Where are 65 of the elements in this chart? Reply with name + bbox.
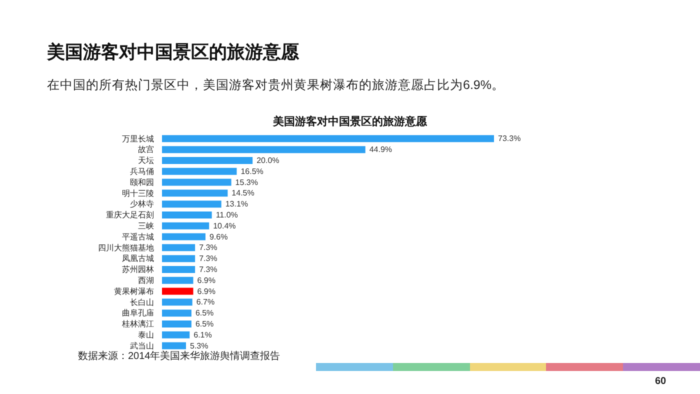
data-label: 6.9% — [197, 276, 216, 285]
y-tick-label: 黄果树瀑布 — [114, 286, 154, 296]
data-label: 11.0% — [216, 210, 238, 220]
bar — [162, 222, 210, 230]
data-label: 44.9% — [369, 145, 392, 154]
bar — [162, 190, 228, 197]
data-label: 73.3% — [498, 134, 521, 144]
y-tick-label: 泰山 — [138, 330, 154, 340]
y-tick-label: 故宫 — [138, 145, 154, 154]
data-label: 6.7% — [196, 298, 215, 307]
y-tick-label: 武当山 — [130, 341, 154, 350]
y-tick-label: 平遥古城 — [122, 232, 154, 242]
data-label: 15.3% — [235, 178, 258, 187]
bar — [162, 310, 192, 317]
bar — [162, 200, 222, 208]
data-label: 6.1% — [194, 330, 212, 340]
data-label: 16.5% — [240, 166, 264, 176]
chart-title: 美国游客对中国景区的旅游意愿 — [47, 41, 299, 64]
y-tick-label: 兵马俑 — [130, 166, 154, 176]
data-label: 14.5% — [232, 188, 254, 198]
bar — [162, 178, 232, 186]
bar — [162, 146, 366, 154]
y-tick-label: 长白山 — [130, 298, 154, 307]
bar — [162, 320, 192, 328]
data-label: 9.6% — [209, 232, 228, 242]
bar — [162, 168, 237, 175]
bar — [162, 276, 194, 284]
y-tick-label: 天坛 — [138, 156, 154, 166]
y-tick-label: 西湖 — [138, 276, 154, 285]
chart-subtitle: 在中国的所有热门景区中，美国游客对贵州黄果树瀑布的旅游意愿占比为6.9%。 — [47, 77, 504, 94]
bar — [162, 288, 194, 295]
y-tick-label: 明十三陵 — [122, 188, 154, 198]
bar — [162, 211, 212, 218]
data-label: 5.3% — [190, 341, 208, 350]
y-tick-label: 三峡 — [138, 221, 154, 230]
y-tick-label: 桂林漓江 — [121, 320, 154, 329]
y-tick-label: 万里长城 — [122, 134, 154, 144]
data-label: 6.5% — [195, 308, 214, 318]
text: 60 — [655, 376, 666, 387]
y-tick-label: 凤凰古城 — [122, 254, 154, 264]
bar — [162, 331, 190, 338]
data-label: 7.3% — [199, 254, 218, 264]
data-label: 6.9% — [197, 286, 216, 296]
y-tick-label: 苏州园林 — [122, 265, 154, 274]
bar — [162, 298, 192, 306]
bar — [162, 233, 206, 240]
annotation: 数据来源：2014年美国来华旅游舆情调查报告 — [78, 350, 280, 363]
bar — [162, 244, 196, 252]
text: 美国游客对中国景区的旅游意愿 — [272, 114, 428, 129]
y-tick-label: 颐和园 — [130, 178, 154, 187]
data-label: 7.3% — [199, 264, 218, 274]
y-tick-label: 四川大熊猫基地 — [98, 243, 154, 252]
bar — [162, 135, 494, 142]
bar — [162, 255, 196, 262]
data-label: 10.4% — [213, 221, 236, 230]
y-tick-label: 曲阜孔庙 — [122, 308, 154, 318]
bar — [162, 156, 253, 164]
data-label: 13.1% — [225, 200, 248, 209]
bar — [162, 266, 196, 273]
data-label: 6.5% — [195, 319, 214, 328]
data-label: 7.3% — [199, 243, 218, 252]
data-label: 20.0% — [256, 156, 280, 165]
y-tick-label: 少林寺 — [130, 200, 154, 209]
y-tick-label: 重庆大足石刻 — [106, 210, 154, 220]
bar — [162, 342, 186, 350]
